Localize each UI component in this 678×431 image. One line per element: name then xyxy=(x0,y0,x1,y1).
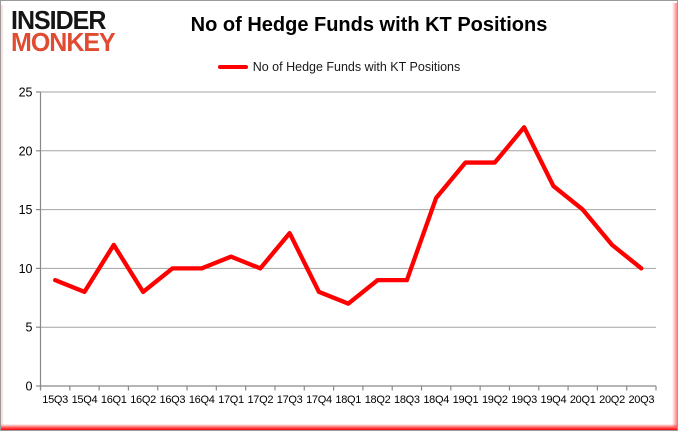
data-series-line xyxy=(53,125,644,306)
x-axis-tick-label: 20Q1 xyxy=(570,394,596,406)
x-axis-tick-label: 17Q2 xyxy=(247,394,273,406)
x-axis-tick-label: 20Q2 xyxy=(599,394,625,406)
x-axis-tick-label: 19Q3 xyxy=(511,394,537,406)
insider-monkey-logo: INSIDER MONKEY xyxy=(11,5,116,57)
x-axis-tick-label: 17Q3 xyxy=(277,394,303,406)
x-axis-tick-label: 16Q1 xyxy=(101,394,127,406)
x-axis-tick-label: 18Q4 xyxy=(423,394,449,406)
y-axis-tick-label: 25 xyxy=(19,86,33,100)
x-axis-tick-label: 15Q4 xyxy=(72,394,98,406)
y-axis-tick-label: 15 xyxy=(19,203,33,217)
chart-title: No of Hedge Funds with KT Positions xyxy=(190,14,548,36)
y-axis-tick-label: 20 xyxy=(19,144,33,158)
y-axis-tick-label: 0 xyxy=(26,380,33,394)
x-axis-tick-label: 17Q1 xyxy=(218,394,244,406)
logo-text-insider: INSIDER xyxy=(11,5,106,36)
x-axis-tick-label: 19Q4 xyxy=(541,394,567,406)
logo-text-monkey: MONKEY xyxy=(11,27,116,57)
y-axis-tick-label: 10 xyxy=(19,262,33,276)
x-axis-tick-label: 19Q1 xyxy=(453,394,479,406)
x-axis-tick-label: 19Q2 xyxy=(482,394,508,406)
x-axis-tick-label: 20Q3 xyxy=(628,394,654,406)
legend: No of Hedge Funds with KT Positions xyxy=(1,60,677,74)
x-axis-tick-label: 18Q1 xyxy=(335,394,361,406)
x-axis-tick-label: 15Q3 xyxy=(42,394,68,406)
x-axis-tick-label: 16Q3 xyxy=(160,394,186,406)
legend-label: No of Hedge Funds with KT Positions xyxy=(252,60,461,74)
x-axis-tick-label: 18Q2 xyxy=(365,394,391,406)
x-axis-tick-label: 18Q3 xyxy=(394,394,420,406)
x-axis-tick-label: 16Q4 xyxy=(189,394,215,406)
x-axis-tick-label: 17Q4 xyxy=(306,394,332,406)
y-axis-tick-label: 5 xyxy=(26,321,33,335)
x-axis-tick-label: 16Q2 xyxy=(130,394,156,406)
legend-line-swatch xyxy=(217,65,248,69)
